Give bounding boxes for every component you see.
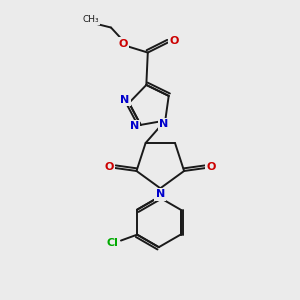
Text: N: N	[159, 119, 168, 129]
Text: O: O	[206, 162, 216, 172]
Text: N: N	[120, 95, 129, 105]
Text: N: N	[156, 189, 165, 199]
Text: N: N	[130, 122, 139, 131]
Text: O: O	[169, 36, 178, 46]
Text: Cl: Cl	[107, 238, 119, 248]
Text: O: O	[105, 162, 114, 172]
Text: CH₃: CH₃	[82, 15, 99, 24]
Text: O: O	[118, 39, 128, 49]
